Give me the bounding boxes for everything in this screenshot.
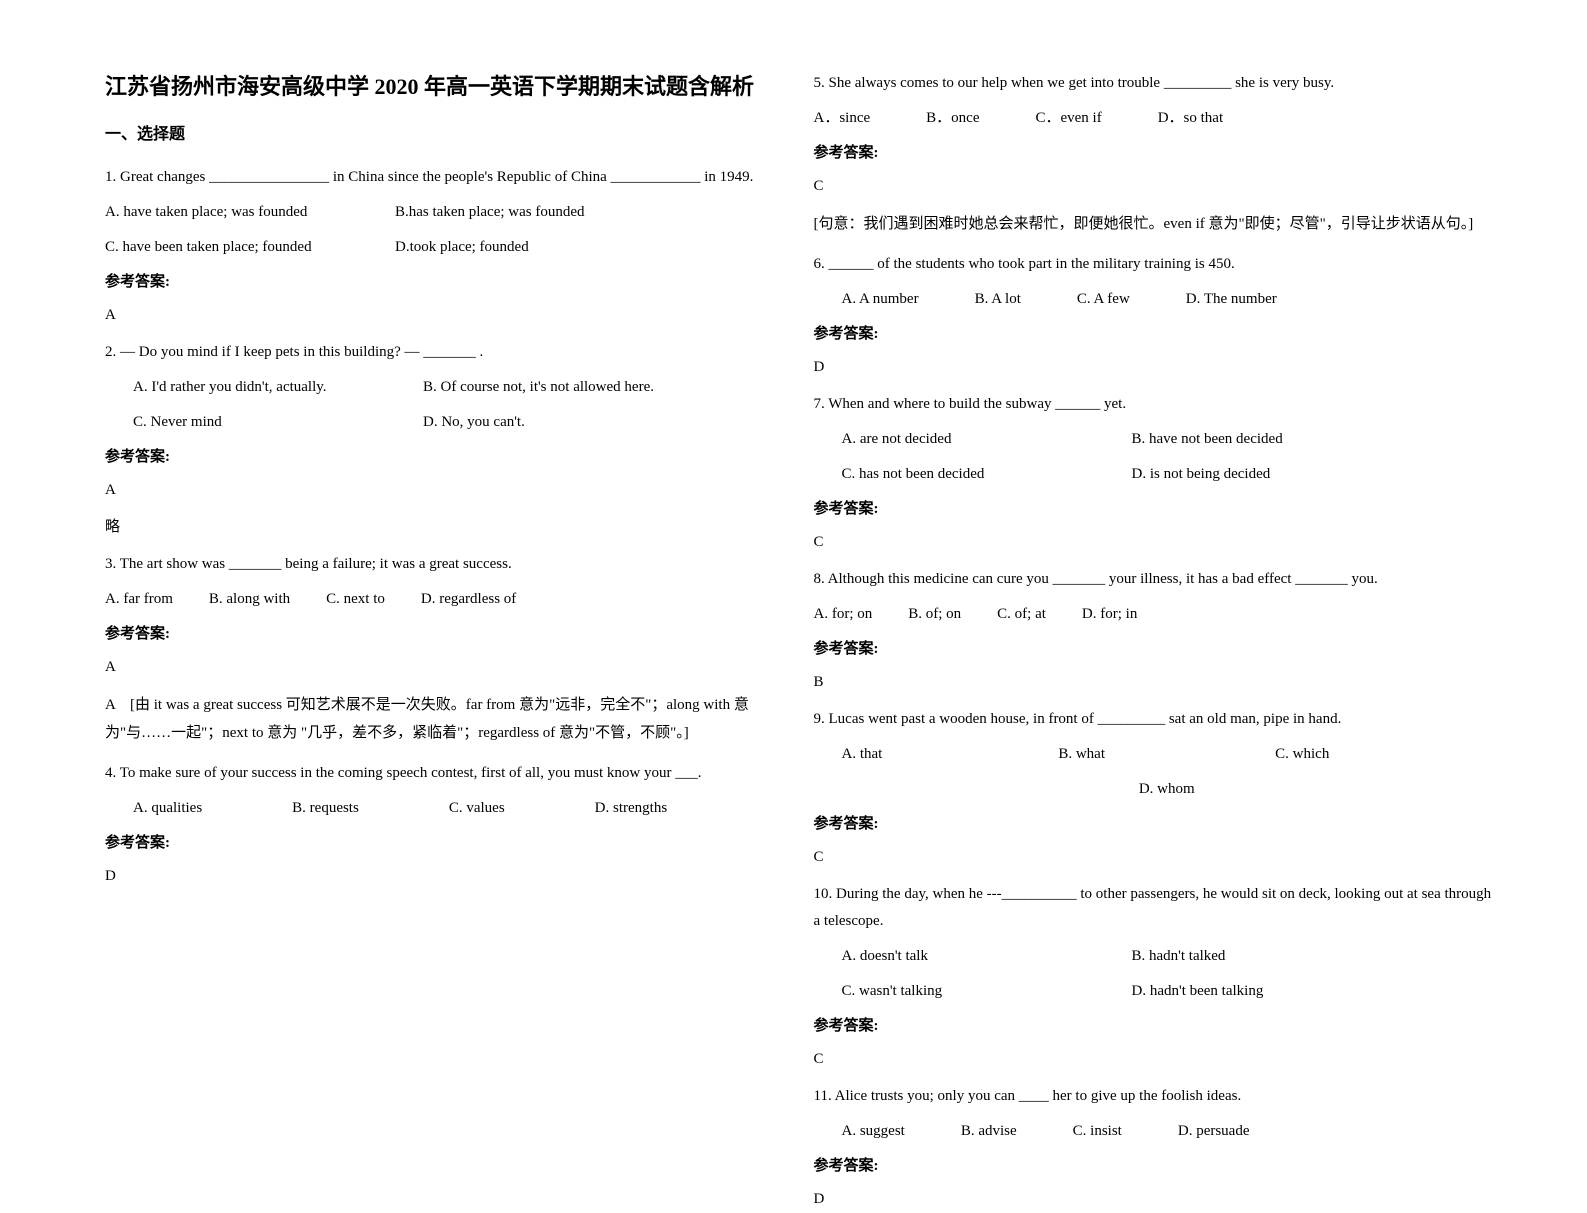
question-4: 4. To make sure of your success in the c… xyxy=(105,760,784,787)
q8-opt-d: D. for; in xyxy=(1082,601,1137,628)
question-9: 9. Lucas went past a wooden house, in fr… xyxy=(814,706,1493,733)
answer-label: 参考答案: xyxy=(814,321,1493,348)
q7-answer: C xyxy=(814,529,1493,556)
q1-options-row2: C. have been taken place; founded D.took… xyxy=(105,234,784,261)
q9-opt-b: B. what xyxy=(1058,741,1275,768)
q1-opt-b: B.has taken place; was founded xyxy=(395,199,585,226)
right-column: 5. She always comes to our help when we … xyxy=(799,70,1508,1082)
q3-opt-d: D. regardless of xyxy=(421,586,516,613)
q8-answer: B xyxy=(814,669,1493,696)
q3-opt-b: B. along with xyxy=(209,586,290,613)
q5-opt-d: D．so that xyxy=(1158,105,1223,132)
q4-answer: D xyxy=(105,863,784,890)
q6-options: A. A number B. A lot C. A few D. The num… xyxy=(814,286,1493,313)
q6-answer: D xyxy=(814,354,1493,381)
q1-opt-d: D.took place; founded xyxy=(395,234,529,261)
q9-options-row2: D. whom xyxy=(814,776,1493,803)
answer-label: 参考答案: xyxy=(105,830,784,857)
answer-label: 参考答案: xyxy=(814,496,1493,523)
q2-options-row1: A. I'd rather you didn't, actually. B. O… xyxy=(105,374,784,401)
q6-opt-c: C. A few xyxy=(1077,286,1130,313)
q9-answer: C xyxy=(814,844,1493,871)
q10-opt-b: B. hadn't talked xyxy=(1132,943,1226,970)
question-6: 6. ______ of the students who took part … xyxy=(814,251,1493,278)
answer-label: 参考答案: xyxy=(814,1153,1493,1180)
q1-opt-c: C. have been taken place; founded xyxy=(105,234,395,261)
q9-options-row1: A. that B. what C. which xyxy=(814,741,1493,768)
answer-label: 参考答案: xyxy=(105,444,784,471)
q5-note: [句意：我们遇到困难时她总会来帮忙，即便她很忙。even if 意为"即使；尽管… xyxy=(814,210,1493,239)
q6-opt-a: A. A number xyxy=(842,286,919,313)
q3-answer: A xyxy=(105,654,784,681)
q2-opt-a: A. I'd rather you didn't, actually. xyxy=(133,374,423,401)
q10-options-row2: C. wasn't talking D. hadn't been talking xyxy=(814,978,1493,1005)
q7-opt-b: B. have not been decided xyxy=(1132,426,1283,453)
q3-opt-a: A. far from xyxy=(105,586,173,613)
question-1: 1. Great changes ________________ in Chi… xyxy=(105,164,784,191)
section-header: 一、选择题 xyxy=(105,121,784,150)
q7-opt-d: D. is not being decided xyxy=(1132,461,1271,488)
q5-options: A．since B．once C．even if D．so that xyxy=(814,105,1493,132)
q6-opt-d: D. The number xyxy=(1186,286,1277,313)
q2-opt-c: C. Never mind xyxy=(133,409,423,436)
question-10: 10. During the day, when he ---_________… xyxy=(814,881,1493,935)
q10-answer: C xyxy=(814,1046,1493,1073)
q3-options: A. far from B. along with C. next to D. … xyxy=(105,586,784,613)
q9-opt-c: C. which xyxy=(1275,741,1492,768)
q5-opt-a: A．since xyxy=(814,105,871,132)
answer-label: 参考答案: xyxy=(814,636,1493,663)
q10-opt-d: D. hadn't been talking xyxy=(1132,978,1264,1005)
q2-answer: A xyxy=(105,477,784,504)
q9-opt-a: A. that xyxy=(842,741,1059,768)
q1-answer: A xyxy=(105,302,784,329)
q7-options-row1: A. are not decided B. have not been deci… xyxy=(814,426,1493,453)
q9-opt-d: D. whom xyxy=(1139,781,1195,797)
q2-opt-d: D. No, you can't. xyxy=(423,409,525,436)
left-column: 江苏省扬州市海安高级中学 2020 年高一英语下学期期末试题含解析 一、选择题 … xyxy=(90,70,799,1082)
answer-label: 参考答案: xyxy=(814,1013,1493,1040)
question-5: 5. She always comes to our help when we … xyxy=(814,70,1493,97)
q8-opt-c: C. of; at xyxy=(997,601,1046,628)
question-7: 7. When and where to build the subway __… xyxy=(814,391,1493,418)
q7-options-row2: C. has not been decided D. is not being … xyxy=(814,461,1493,488)
q11-answer: D xyxy=(814,1186,1493,1213)
question-8: 8. Although this medicine can cure you _… xyxy=(814,566,1493,593)
question-11: 11. Alice trusts you; only you can ____ … xyxy=(814,1083,1493,1110)
q4-opt-a: A. qualities xyxy=(133,795,202,822)
q4-options: A. qualities B. requests C. values D. st… xyxy=(105,795,784,822)
q8-opt-a: A. for; on xyxy=(814,601,873,628)
q1-opt-a: A. have taken place; was founded xyxy=(105,199,395,226)
q10-options-row1: A. doesn't talk B. hadn't talked xyxy=(814,943,1493,970)
q5-opt-c: C．even if xyxy=(1035,105,1101,132)
q5-opt-b: B．once xyxy=(926,105,979,132)
question-2: 2. — Do you mind if I keep pets in this … xyxy=(105,339,784,366)
q3-note: A [由 it was a great success 可知艺术展不是一次失败。… xyxy=(105,691,784,748)
q8-options: A. for; on B. of; on C. of; at D. for; i… xyxy=(814,601,1493,628)
q6-opt-b: B. A lot xyxy=(975,286,1021,313)
q5-answer: C xyxy=(814,173,1493,200)
answer-label: 参考答案: xyxy=(105,269,784,296)
question-3: 3. The art show was _______ being a fail… xyxy=(105,551,784,578)
q1-options-row1: A. have taken place; was founded B.has t… xyxy=(105,199,784,226)
answer-label: 参考答案: xyxy=(814,811,1493,838)
q4-opt-b: B. requests xyxy=(292,795,359,822)
q7-opt-c: C. has not been decided xyxy=(842,461,1132,488)
q10-opt-c: C. wasn't talking xyxy=(842,978,1132,1005)
q2-note: 略 xyxy=(105,514,784,541)
q2-opt-b: B. Of course not, it's not allowed here. xyxy=(423,374,654,401)
q2-options-row2: C. Never mind D. No, you can't. xyxy=(105,409,784,436)
q3-opt-c: C. next to xyxy=(326,586,385,613)
q4-opt-c: C. values xyxy=(449,795,505,822)
q10-opt-a: A. doesn't talk xyxy=(842,943,1132,970)
q7-opt-a: A. are not decided xyxy=(842,426,1132,453)
q8-opt-b: B. of; on xyxy=(908,601,961,628)
answer-label: 参考答案: xyxy=(105,621,784,648)
answer-label: 参考答案: xyxy=(814,140,1493,167)
q4-opt-d: D. strengths xyxy=(595,795,668,822)
document-title: 江苏省扬州市海安高级中学 2020 年高一英语下学期期末试题含解析 xyxy=(105,70,784,103)
